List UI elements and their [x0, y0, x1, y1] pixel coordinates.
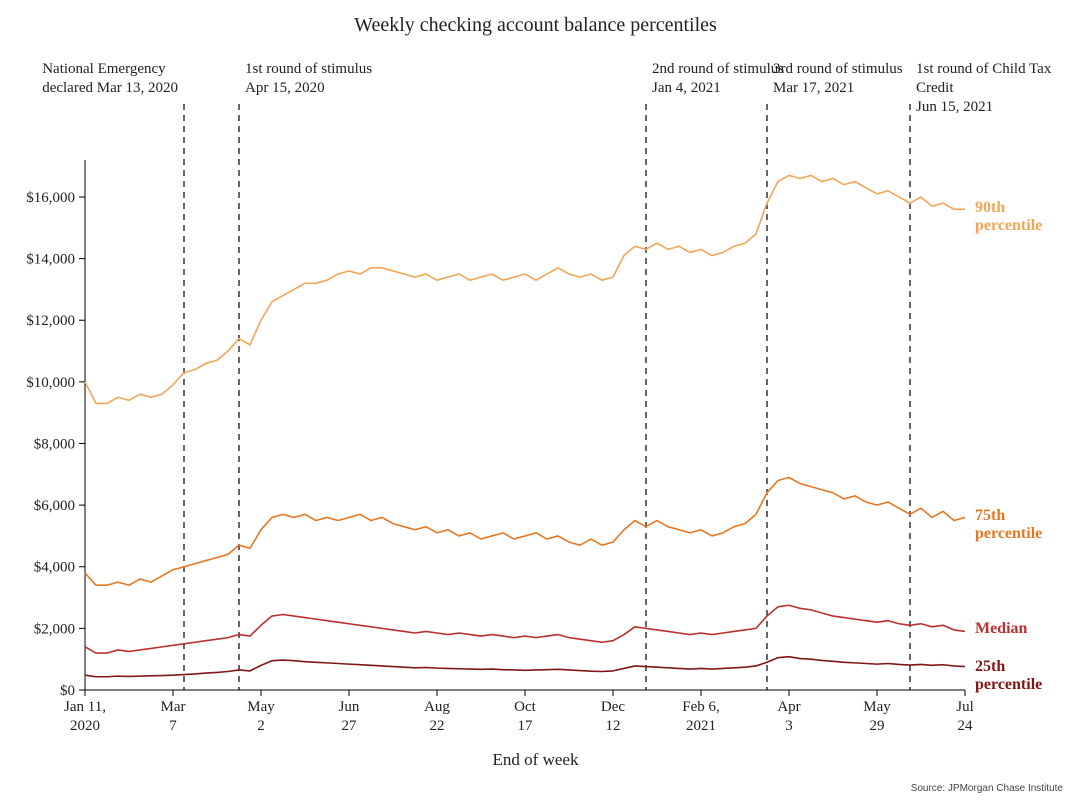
x-axis-title: End of week	[0, 750, 1071, 770]
event-annotation: 2nd round of stimulusJan 4, 2021	[652, 60, 784, 98]
x-tick-label: Mar7	[133, 698, 213, 736]
y-tick-label: $8,000	[34, 436, 75, 452]
y-tick-label: $10,000	[26, 375, 75, 391]
y-tick-label: $6,000	[34, 498, 75, 514]
x-tick-label: Apr3	[749, 698, 829, 736]
series-label-p75: 75th percentile	[975, 507, 1071, 543]
chart-container: Weekly checking account balance percenti…	[0, 0, 1071, 800]
x-tick-label: Dec12	[573, 698, 653, 736]
x-tick-label: May2	[221, 698, 301, 736]
y-tick-label: $0	[60, 683, 75, 699]
series-label-p90: 90th percentile	[975, 199, 1071, 235]
line-chart-plot: $0$2,000$4,000$6,000$8,000$10,000$12,000…	[85, 160, 965, 690]
event-annotation: 1st round of Child Tax CreditJun 15, 202…	[916, 60, 1071, 116]
event-annotation: National Emergencydeclared Mar 13, 2020	[42, 60, 178, 98]
series-line-75th-percentile	[85, 477, 965, 585]
x-tick-label: Jan 11,2020	[45, 698, 125, 736]
x-tick-label: Feb 6,2021	[661, 698, 741, 736]
series-label-median: Median	[975, 620, 1027, 638]
y-tick-label: $16,000	[26, 190, 75, 206]
series-line-median	[85, 605, 965, 653]
series-line-25th-percentile	[85, 657, 965, 677]
series-label-p25: 25th percentile	[975, 658, 1071, 694]
x-tick-label: Oct17	[485, 698, 565, 736]
x-tick-label: Aug22	[397, 698, 477, 736]
y-axis-ticks: $0 $2,000 $4,000 $6,000 $8,000 $10,000 $12,000…	[26, 190, 85, 699]
x-tick-label: Jun27	[309, 698, 389, 736]
source-attribution: Source: JPMorgan Chase Institute	[911, 783, 1063, 794]
annotation-lines	[184, 104, 910, 690]
series-line-90th-percentile	[85, 175, 965, 403]
chart-title: Weekly checking account balance percenti…	[0, 14, 1071, 37]
x-tick-label: May29	[837, 698, 917, 736]
y-tick-label: $12,000	[26, 313, 75, 329]
y-tick-label: $14,000	[26, 252, 75, 268]
y-tick-label: $2,000	[34, 621, 75, 637]
event-annotation: 1st round of stimulusApr 15, 2020	[245, 60, 372, 98]
y-tick-label: $4,000	[34, 560, 75, 576]
series-lines	[85, 175, 965, 676]
x-axis-ticks	[85, 690, 965, 696]
event-annotation: 3rd round of stimulusMar 17, 2021	[773, 60, 903, 98]
x-tick-label: Jul24	[925, 698, 1005, 736]
